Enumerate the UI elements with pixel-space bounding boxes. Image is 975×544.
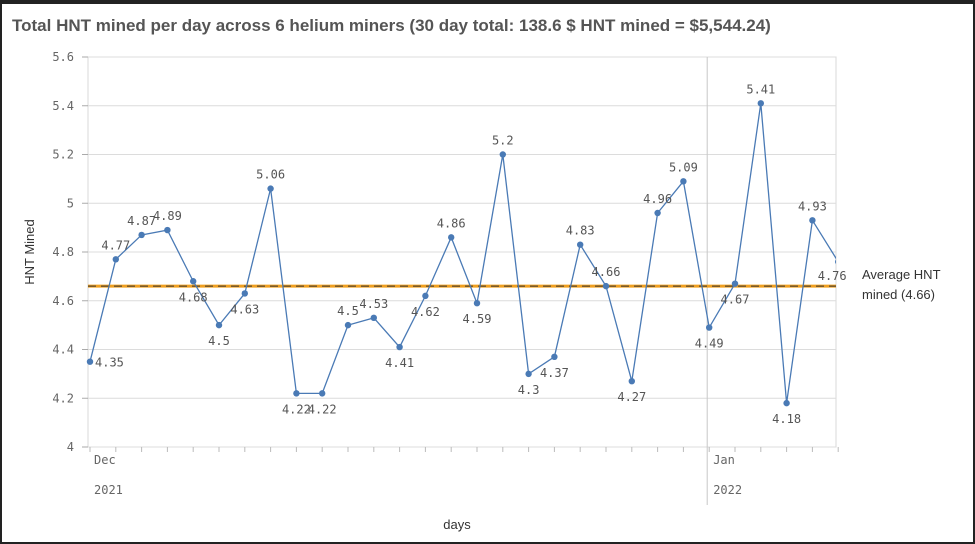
data-label: 4.96 xyxy=(643,192,672,206)
data-label: 4.76 xyxy=(818,269,847,283)
data-label: 4.5 xyxy=(208,334,230,348)
data-point xyxy=(267,185,274,192)
data-label: 4.49 xyxy=(695,337,724,351)
y-tick-label: 4.8 xyxy=(52,245,74,259)
y-tick-label: 4.4 xyxy=(52,343,74,357)
data-point xyxy=(602,282,610,290)
data-point xyxy=(370,314,377,322)
y-tick-label: 4.2 xyxy=(52,391,74,405)
data-point xyxy=(138,231,145,239)
x-month-label: Jan xyxy=(713,453,735,467)
data-label: 4.68 xyxy=(179,290,208,304)
data-label: 4.22 xyxy=(308,402,337,416)
data-label: 4.27 xyxy=(617,390,646,404)
data-point xyxy=(448,234,455,241)
data-label: 4.35 xyxy=(95,356,124,370)
data-point xyxy=(422,292,429,300)
data-point xyxy=(344,321,352,329)
data-label: 4.59 xyxy=(463,312,492,326)
data-point xyxy=(525,370,532,378)
data-label: 4.37 xyxy=(540,366,569,380)
data-label: 5.41 xyxy=(746,82,775,96)
x-axis-title: days xyxy=(443,517,471,532)
data-label: 4.62 xyxy=(411,305,440,319)
y-tick-label: 5.2 xyxy=(52,148,74,162)
average-label: Average HNT xyxy=(862,267,941,282)
y-tick-label: 4 xyxy=(67,440,74,454)
data-point xyxy=(706,324,713,331)
data-point xyxy=(112,256,120,263)
y-tick-label: 5 xyxy=(67,196,74,210)
data-point xyxy=(783,399,790,407)
average-label: mined (4.66) xyxy=(862,287,935,302)
data-point xyxy=(190,278,197,285)
x-year-label: 2022 xyxy=(713,483,742,497)
data-label: 4.53 xyxy=(359,297,388,311)
data-label: 4.63 xyxy=(230,302,259,316)
data-point xyxy=(809,217,816,224)
data-label: 4.67 xyxy=(721,293,750,307)
data-point xyxy=(396,343,403,351)
data-point xyxy=(241,290,248,297)
data-label: 5.09 xyxy=(669,160,698,174)
data-point xyxy=(654,209,661,217)
data-label: 4.86 xyxy=(437,216,466,230)
data-label: 4.89 xyxy=(153,209,182,223)
data-label: 4.5 xyxy=(337,304,359,318)
chart-title: Total HNT mined per day across 6 helium … xyxy=(12,16,771,35)
x-month-label: Dec xyxy=(94,453,116,467)
series-line xyxy=(89,103,836,404)
data-point xyxy=(680,178,687,185)
y-axis-title: HNT Mined xyxy=(22,219,37,285)
data-point xyxy=(731,280,739,287)
data-point xyxy=(473,299,481,307)
data-point xyxy=(551,353,558,361)
data-label: 4.83 xyxy=(566,224,595,238)
data-point xyxy=(293,390,300,397)
x-year-label: 2021 xyxy=(94,483,123,497)
y-tick-label: 4.6 xyxy=(52,294,74,308)
data-label: 5.2 xyxy=(492,134,514,148)
data-label: 4.93 xyxy=(798,199,827,213)
y-tick-label: 5.4 xyxy=(52,99,74,113)
data-label: 4.18 xyxy=(772,412,801,426)
data-label: 4.87 xyxy=(127,214,156,228)
data-point xyxy=(577,241,584,248)
data-point xyxy=(86,358,94,365)
data-point xyxy=(835,259,836,265)
data-label: 4.77 xyxy=(101,238,130,252)
data-label: 4.22 xyxy=(282,402,311,416)
data-point xyxy=(215,321,223,329)
data-label: 4.3 xyxy=(518,383,540,397)
y-tick-label: 5.6 xyxy=(52,50,74,64)
data-point xyxy=(319,390,326,397)
data-point xyxy=(164,226,171,234)
data-point xyxy=(757,100,764,107)
data-label: 5.06 xyxy=(256,168,285,182)
data-label: 4.41 xyxy=(385,356,414,370)
data-label: 4.66 xyxy=(592,265,621,279)
data-point xyxy=(499,151,506,158)
data-point xyxy=(628,377,635,385)
